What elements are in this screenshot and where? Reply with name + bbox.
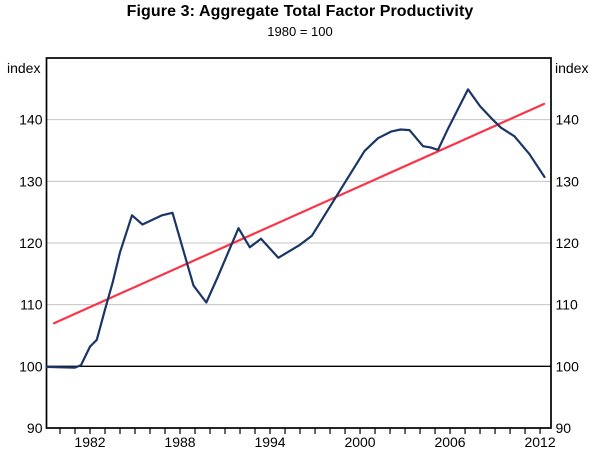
y-tick-label-left: 90 bbox=[27, 420, 43, 436]
trend-line bbox=[52, 102, 546, 325]
y-tick-label-left: 130 bbox=[19, 173, 43, 189]
y-tick-label-right: 120 bbox=[556, 235, 580, 251]
x-tick-label: 1988 bbox=[164, 434, 195, 450]
x-tick-label: 2012 bbox=[524, 434, 555, 450]
figure-subtitle: 1980 = 100 bbox=[267, 24, 333, 39]
x-tick-label: 1994 bbox=[254, 434, 285, 450]
y-tick-label-right: 90 bbox=[556, 420, 572, 436]
x-tick-label: 1982 bbox=[74, 434, 105, 450]
y-axis-unit-left: index bbox=[7, 60, 41, 76]
y-tick-label-left: 100 bbox=[19, 358, 43, 374]
y-axis-unit-right: index bbox=[555, 60, 589, 76]
y-tick-label-left: 110 bbox=[20, 297, 43, 313]
y-tick-label-right: 110 bbox=[556, 297, 579, 313]
tfp-series-line bbox=[45, 88, 546, 369]
y-tick-label-right: 130 bbox=[556, 173, 580, 189]
y-tick-label-left: 120 bbox=[19, 235, 43, 251]
y-tick-label-right: 140 bbox=[556, 112, 580, 128]
plot-border bbox=[45, 57, 552, 429]
x-tick-label: 2000 bbox=[344, 434, 375, 450]
y-tick-label-right: 100 bbox=[556, 358, 580, 374]
figure-title: Figure 3: Aggregate Total Factor Product… bbox=[126, 3, 474, 20]
x-tick-label: 2006 bbox=[434, 434, 465, 450]
y-tick-label-left: 140 bbox=[19, 112, 43, 128]
